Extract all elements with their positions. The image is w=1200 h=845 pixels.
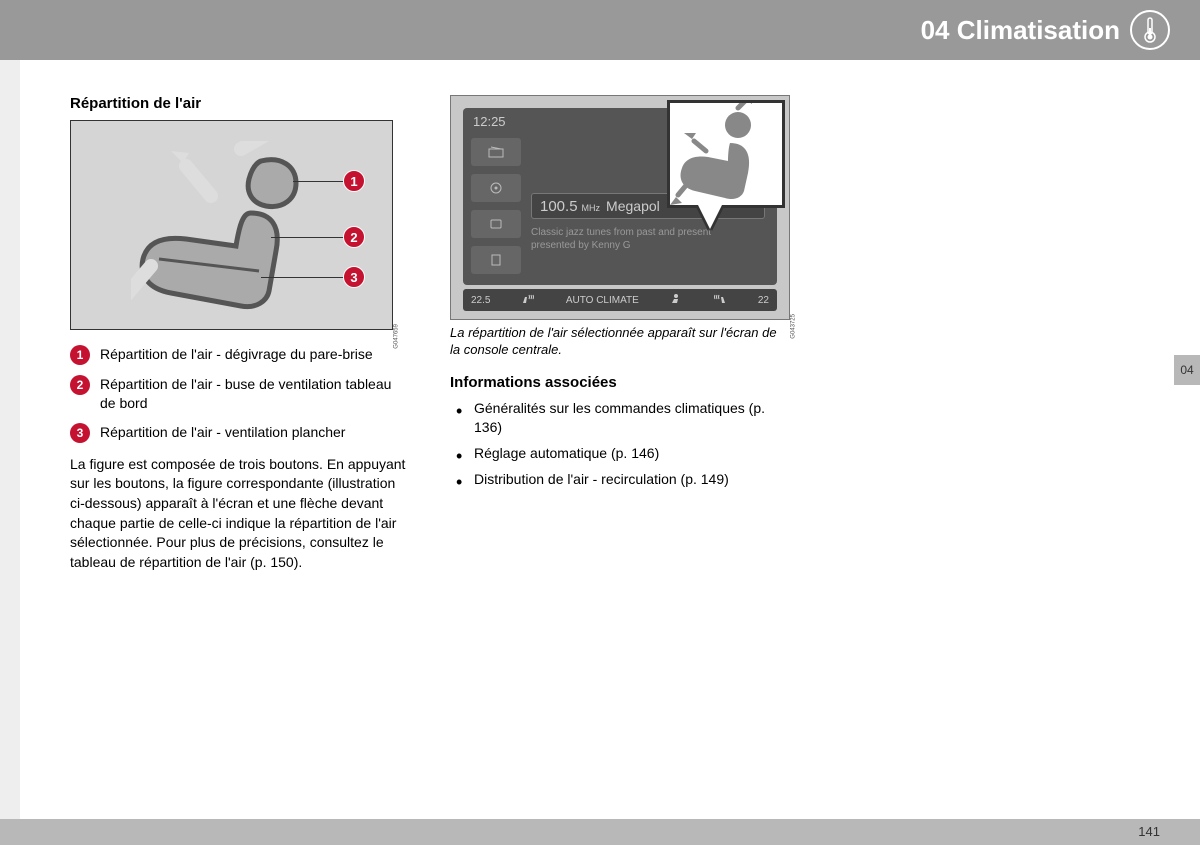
sidebar-nav-icon: [471, 246, 521, 274]
legend-list: 1 Répartition de l'air - dégivrage du pa…: [70, 345, 410, 443]
radio-freq: 100.5: [540, 198, 578, 215]
callout-line: [271, 237, 345, 238]
air-distribution-popup: [667, 100, 785, 208]
figure-caption: La répartition de l'air sélectionnée app…: [450, 325, 790, 359]
air-dist-icon: [668, 293, 682, 308]
screen-sidebar: [471, 138, 521, 275]
sidebar-radio-icon: [471, 138, 521, 166]
seat-icon: [131, 141, 351, 331]
figure-code: G047659: [394, 324, 400, 349]
temp-left: 22.5: [471, 295, 490, 306]
callout-line: [261, 277, 345, 278]
legend-item: 3 Répartition de l'air - ventilation pla…: [70, 423, 410, 443]
legend-badge: 1: [70, 345, 90, 365]
list-item: Distribution de l'air - recirculation (p…: [450, 470, 790, 490]
left-margin-strip: [0, 0, 20, 845]
auto-climate-label: AUTO CLIMATE: [566, 295, 639, 306]
legend-badge: 3: [70, 423, 90, 443]
figure-air-distribution: 1 2 3 G047659: [70, 120, 393, 330]
sidebar-media-icon: [471, 174, 521, 202]
legend-text: Répartition de l'air - buse de ventilati…: [100, 375, 410, 413]
sidebar-phone-icon: [471, 210, 521, 238]
column-1: Répartition de l'air 1 2 3 G047659 1 R: [70, 95, 410, 572]
seat-heat-right-icon: [712, 293, 728, 308]
figure-code: G043725: [791, 314, 797, 339]
radio-info-line-2: presented by Kenny G: [531, 239, 765, 252]
header-bar: 04 Climatisation: [0, 0, 1200, 60]
screen-time: 12:25: [473, 114, 506, 129]
climate-bar: 22.5 AUTO CLIMATE 22: [463, 289, 777, 311]
callout-badge-3: 3: [343, 266, 365, 288]
column-2: 12:25 100.5 M: [450, 95, 790, 572]
related-info-list: Généralités sur les commandes climatique…: [450, 399, 790, 489]
radio-station: Megapol: [606, 198, 660, 214]
radio-info-line-1: Classic jazz tunes from past and present: [531, 226, 765, 239]
info-title: Informations associées: [450, 374, 790, 391]
legend-text: Répartition de l'air - dégivrage du pare…: [100, 345, 373, 365]
footer-bar: 141: [0, 819, 1200, 845]
callout-line: [293, 181, 345, 182]
page-number: 141: [1138, 824, 1160, 839]
chapter-tab: 04: [1174, 355, 1200, 385]
legend-item: 1 Répartition de l'air - dégivrage du pa…: [70, 345, 410, 365]
radio-info: Classic jazz tunes from past and present…: [531, 226, 765, 252]
chapter-title: 04 Climatisation: [921, 15, 1120, 46]
page-content: Répartition de l'air 1 2 3 G047659 1 R: [70, 95, 1150, 572]
body-paragraph: La figure est composée de trois boutons.…: [70, 455, 410, 573]
temp-right: 22: [758, 295, 769, 306]
list-item: Réglage automatique (p. 146): [450, 444, 790, 464]
seat-heat-left-icon: [520, 293, 536, 308]
popup-tail: [698, 205, 722, 229]
callout-badge-1: 1: [343, 170, 365, 192]
list-item: Généralités sur les commandes climatique…: [450, 399, 790, 438]
figure-console-screen: 12:25 100.5 M: [450, 95, 790, 320]
section-title: Répartition de l'air: [70, 95, 410, 112]
legend-text: Répartition de l'air - ventilation planc…: [100, 423, 345, 443]
thermometer-icon: [1130, 10, 1170, 50]
radio-unit: MHz: [582, 203, 601, 213]
callout-badge-2: 2: [343, 226, 365, 248]
chapter-tab-label: 04: [1180, 363, 1193, 377]
legend-badge: 2: [70, 375, 90, 395]
legend-item: 2 Répartition de l'air - buse de ventila…: [70, 375, 410, 413]
